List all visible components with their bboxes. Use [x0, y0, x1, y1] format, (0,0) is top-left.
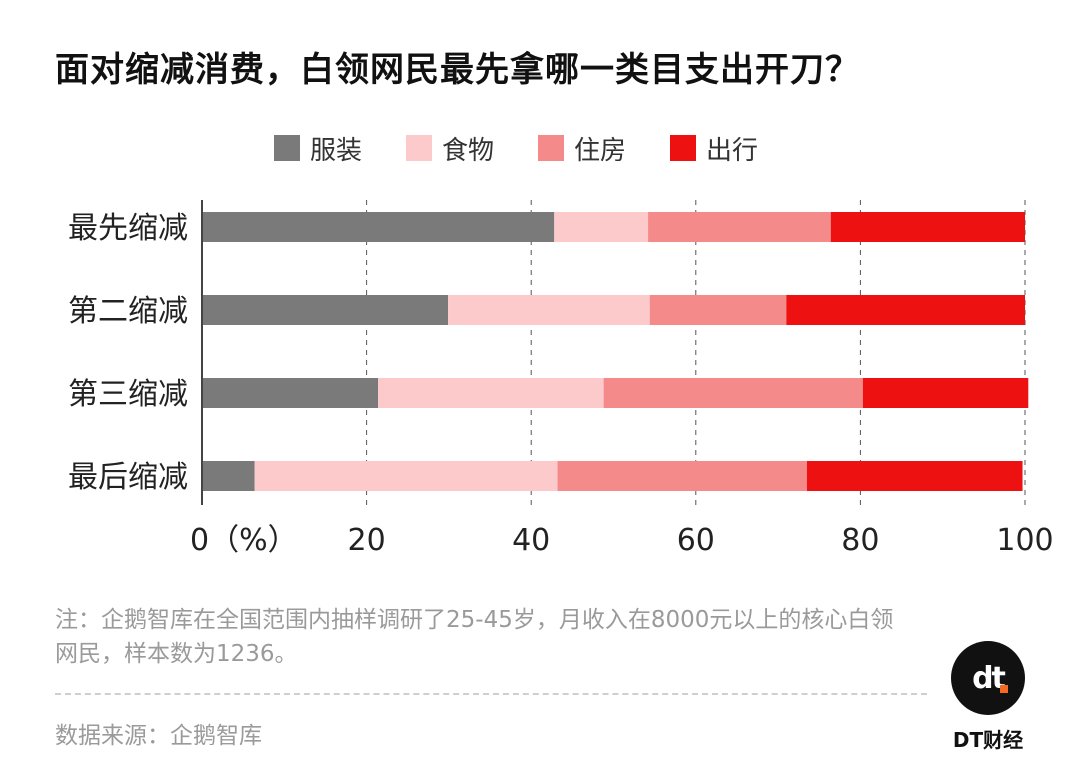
bar-segment [830, 212, 1025, 242]
legend-label-travel: 出行 [706, 135, 759, 166]
bar-segment [254, 461, 558, 491]
chart-note: 注：企鹅智库在全国范围内抽样调研了25-45岁，月收入在8000元以上的核心白领… [55, 607, 894, 667]
bar-segment [378, 378, 604, 408]
x-tick-label: 40 [512, 523, 550, 558]
legend-label-clothing: 服装 [310, 135, 363, 166]
x-tick-label: 60 [677, 523, 715, 558]
chart-legend: 服装 食物 住房 出行 [274, 130, 802, 166]
logo-dot [1000, 685, 1008, 693]
dt-logo-icon: dt [951, 641, 1025, 715]
bar-segment [448, 295, 650, 325]
category-label: 最先缩减 [68, 211, 188, 246]
x-tick-label: 20 [348, 523, 386, 558]
category-label: 第二缩减 [68, 294, 188, 329]
category-label: 第三缩减 [68, 377, 188, 412]
legend-swatch-travel [670, 135, 697, 161]
bar-segment [554, 212, 649, 242]
data-source: 数据来源：企鹅智库 [55, 723, 262, 749]
bar-segment [603, 378, 863, 408]
divider [55, 693, 927, 695]
bar-segment [557, 461, 807, 491]
bar-segment [648, 212, 831, 242]
bar-segment [806, 461, 1023, 491]
bar-segment [202, 295, 449, 325]
x-tick-label: 100 [996, 523, 1053, 558]
bar-segment [649, 295, 787, 325]
legend-item-food: 食物 [406, 130, 494, 167]
category-label: 最后缩减 [68, 460, 188, 495]
bar-segment [202, 212, 555, 242]
bar-segment [202, 461, 255, 491]
legend-label-food: 食物 [442, 135, 495, 166]
bar-segment [862, 378, 1029, 408]
bar-segment [202, 378, 379, 408]
chart-title: 面对缩减消费，白领网民最先拿哪一类目支出开刀？ [55, 50, 860, 90]
legend-swatch-food [406, 135, 433, 161]
legend-item-clothing: 服装 [274, 130, 362, 167]
legend-item-travel: 出行 [670, 130, 758, 167]
legend-label-housing: 住房 [574, 135, 627, 166]
x-tick-label: 0（%） [190, 523, 298, 558]
logo-text: DT财经 [952, 728, 1024, 752]
legend-swatch-housing [538, 135, 565, 161]
x-tick-label: 80 [841, 523, 879, 558]
legend-item-housing: 住房 [538, 130, 626, 167]
legend-swatch-clothing [274, 135, 300, 161]
bar-segment [786, 295, 1025, 325]
